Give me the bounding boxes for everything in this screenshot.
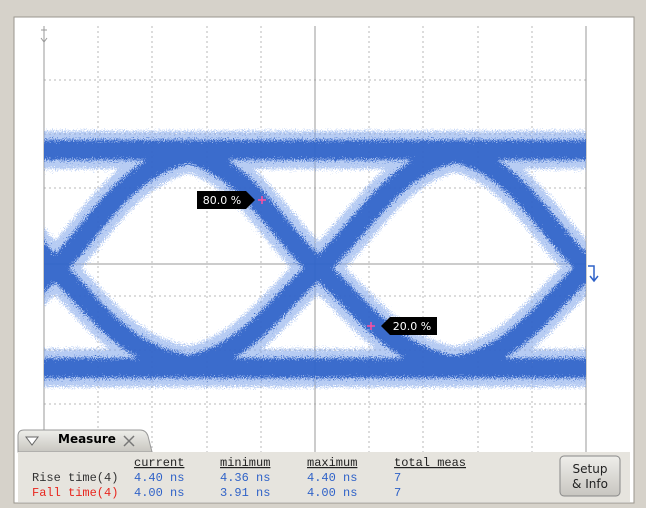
scope-screen: 80.0 % 20.0 % Measure current minimum ma… xyxy=(0,0,646,508)
cell: 4.40 ns xyxy=(307,471,357,485)
cell: 7 xyxy=(394,471,401,485)
column-header: minimum xyxy=(220,456,270,470)
button-label: & Info xyxy=(572,477,608,491)
button-label: Setup xyxy=(573,462,608,476)
marker-label: 20.0 % xyxy=(393,320,431,333)
row-name: Rise time(4) xyxy=(32,471,118,485)
cell: 4.00 ns xyxy=(134,486,184,500)
marker-label: 80.0 % xyxy=(203,194,241,207)
column-header: current xyxy=(134,456,184,470)
row-name: Fall time(4) xyxy=(32,486,118,500)
column-header: total meas xyxy=(394,456,466,470)
cell: 4.40 ns xyxy=(134,471,184,485)
page: 80.0 % 20.0 % Measure current minimum ma… xyxy=(0,0,646,508)
cell: 4.36 ns xyxy=(220,471,270,485)
cell: 4.00 ns xyxy=(307,486,357,500)
column-header: maximum xyxy=(307,456,357,470)
cell: 3.91 ns xyxy=(220,486,270,500)
measure-title: Measure xyxy=(58,432,116,446)
cell: 7 xyxy=(394,486,401,500)
